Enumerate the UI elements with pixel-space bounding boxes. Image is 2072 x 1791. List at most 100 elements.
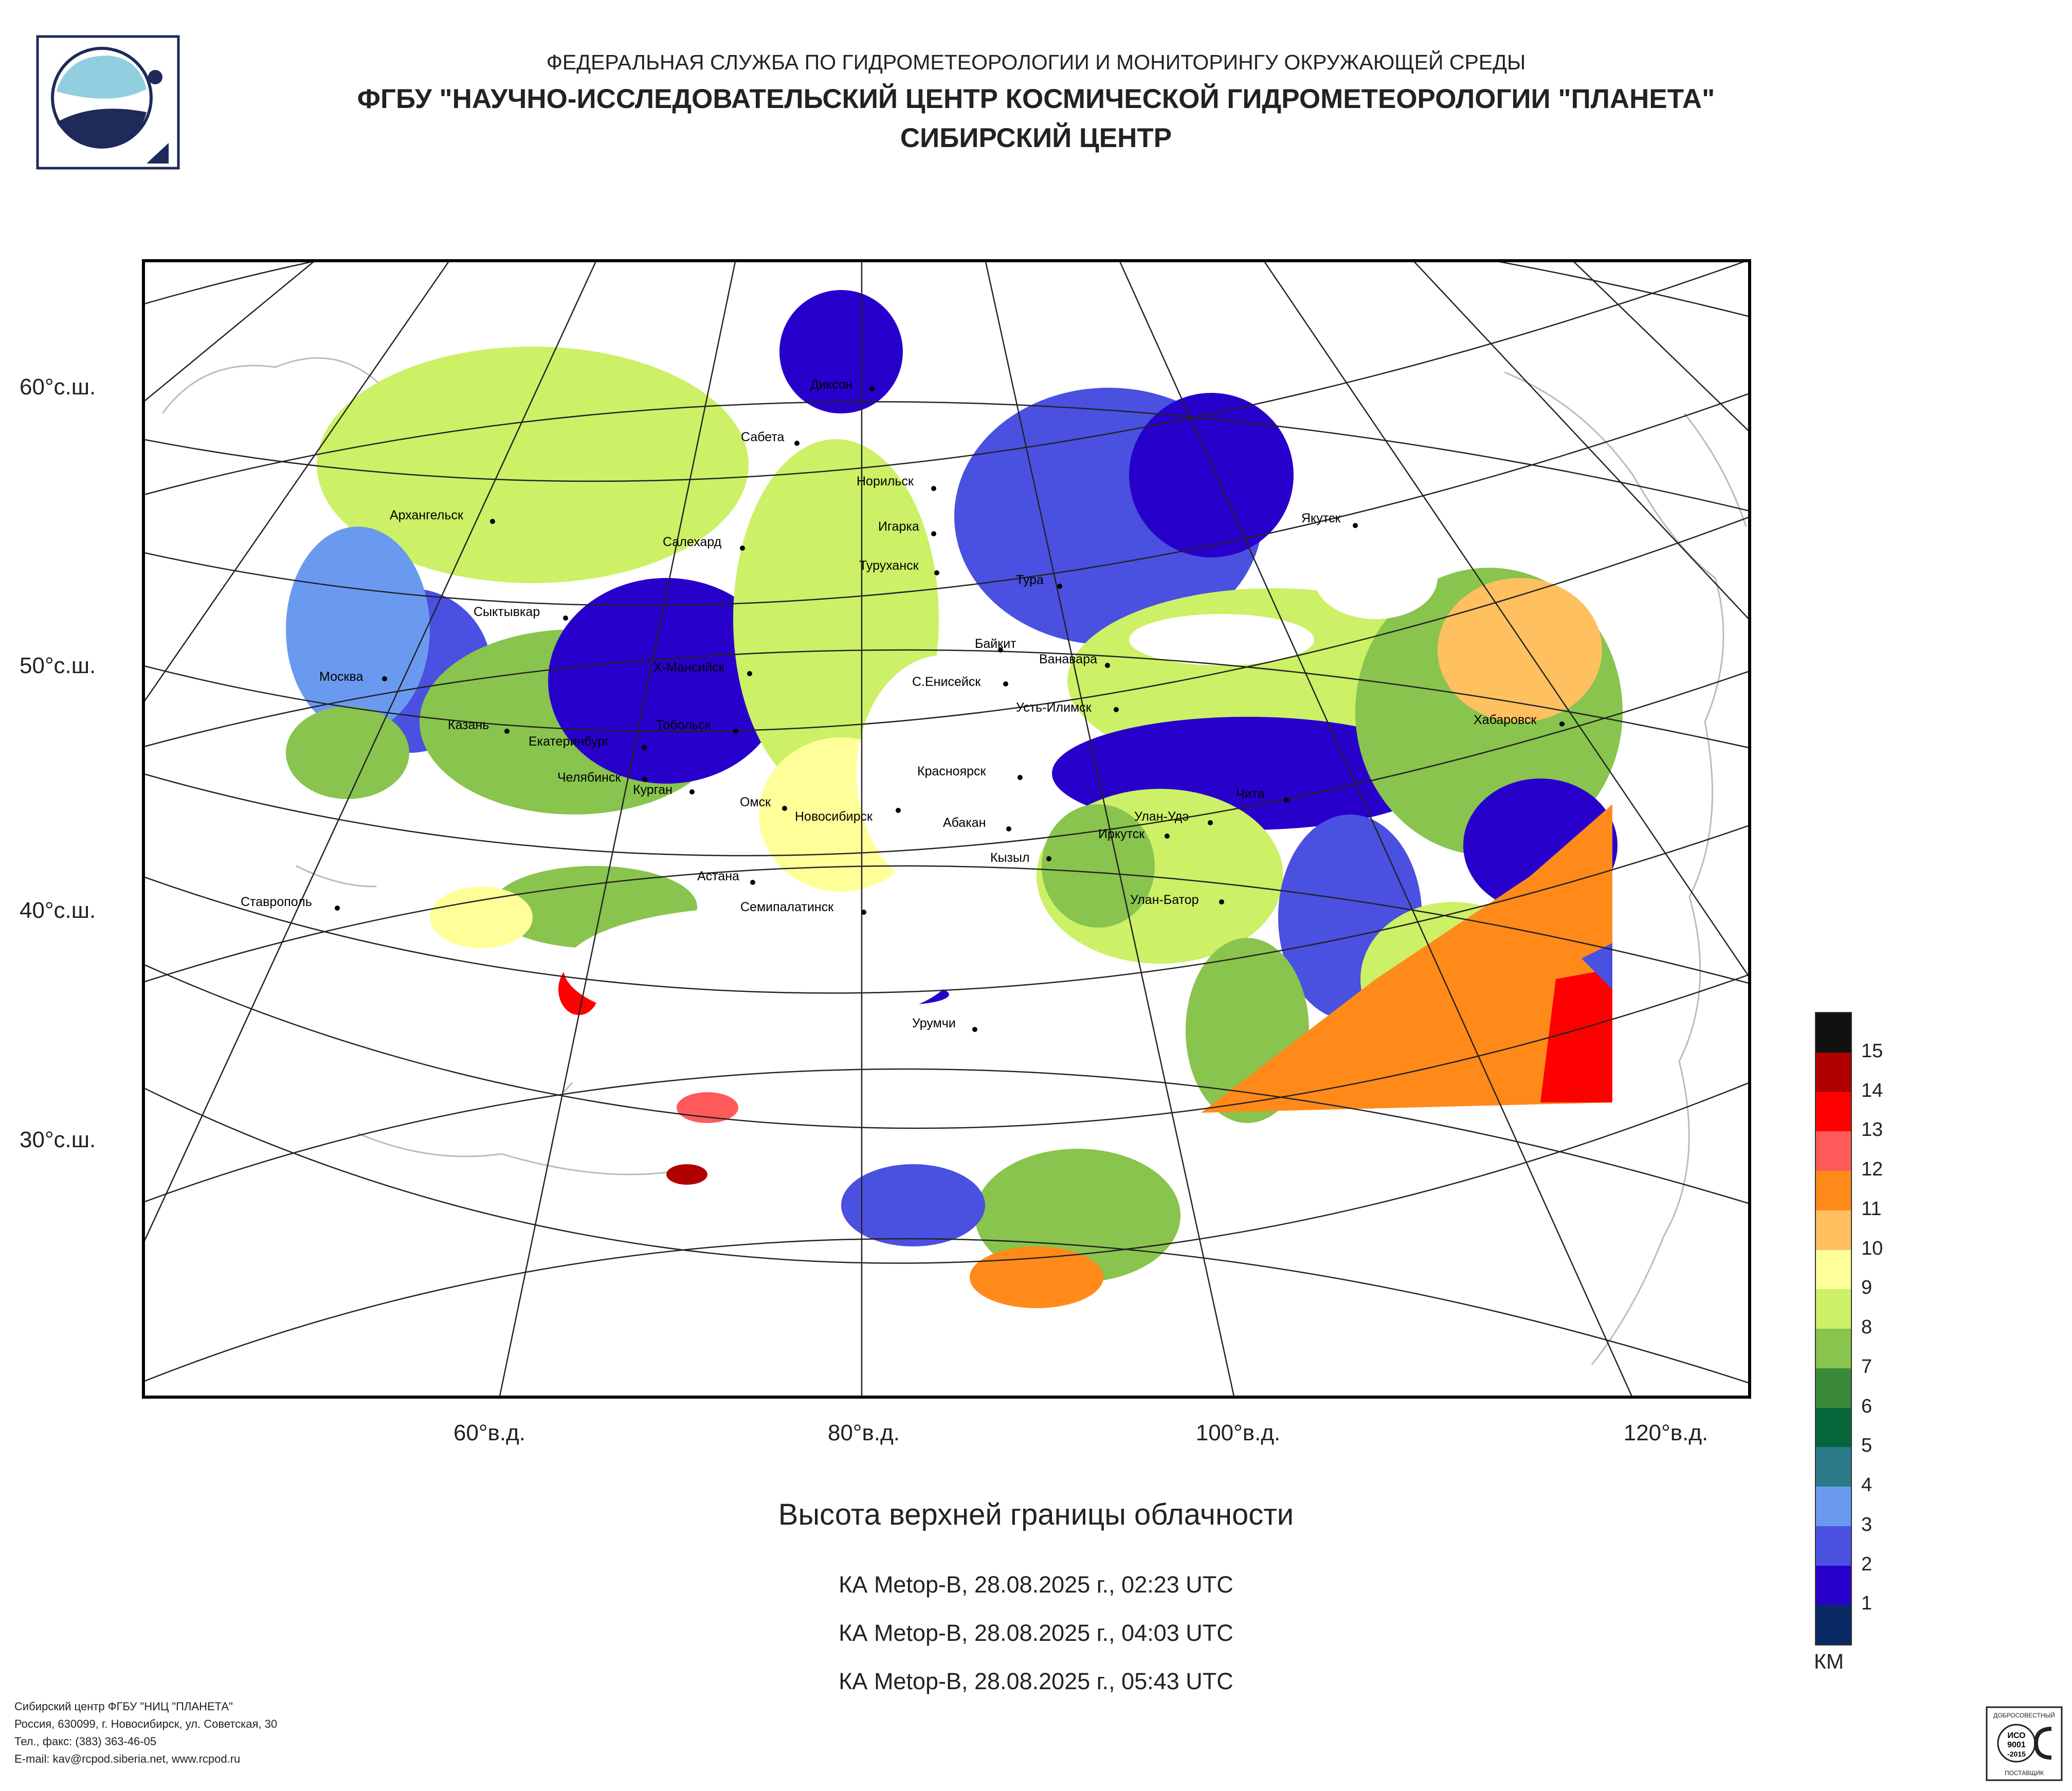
legend-swatch (1816, 1526, 1851, 1566)
legend-level-label: 14 (1861, 1079, 1883, 1101)
legend-swatch (1816, 1605, 1851, 1644)
city-label: Норильск (857, 474, 914, 489)
legend-level-label: 10 (1861, 1237, 1883, 1259)
legend-level-label: 7 (1861, 1355, 1873, 1378)
legend-swatch (1816, 1210, 1851, 1250)
legend-level-label: 13 (1861, 1119, 1883, 1141)
lon-label-120: 120°в.д. (1623, 1420, 1709, 1445)
legend-swatch (1816, 1368, 1851, 1408)
city-markers (335, 386, 1565, 1032)
city-label: Улан-Батор (1130, 893, 1199, 907)
legend-unit: КМ (1814, 1650, 1844, 1673)
city-label: Кызыл (990, 851, 1030, 865)
legend-swatch (1816, 1447, 1851, 1487)
city-label: Тобольск (656, 718, 711, 732)
city-label: Новосибирск (795, 809, 873, 824)
city-label: Чита (1236, 787, 1265, 801)
cloud-top-map: Диксон Сабета Норильск Архангельск Салех… (142, 259, 1751, 1399)
footer-contacts: Сибирский центр ФГБУ "НИЦ "ПЛАНЕТА" Росс… (14, 1698, 277, 1768)
footer-org: Сибирский центр ФГБУ "НИЦ "ПЛАНЕТА" (14, 1700, 233, 1713)
city-label: Хабаровск (1474, 713, 1537, 727)
legend-swatch (1816, 1487, 1851, 1526)
legend-swatch (1816, 1407, 1851, 1448)
city-label: Игарка (878, 519, 919, 534)
city-label: Курган (633, 783, 673, 797)
institution-line: ФГБУ "НАУЧНО-ИССЛЕДОВАТЕЛЬСКИЙ ЦЕНТР КОС… (357, 84, 1715, 114)
height-legend (1815, 1012, 1852, 1645)
badge-iso: ИСО (2007, 1731, 2025, 1740)
legend-level-label: 11 (1861, 1198, 1882, 1220)
city-label: Якутск (1301, 511, 1341, 526)
legend-level-label: 15 (1861, 1040, 1883, 1062)
satellite-pass-1: КА Metop-B, 28.08.2025 г., 02:23 UTC (839, 1571, 1233, 1598)
legend-level-label: 3 (1861, 1513, 1873, 1535)
legend-swatch (1816, 1013, 1851, 1053)
city-label: Усть-Илимск (1016, 700, 1092, 715)
legend-swatch (1816, 1565, 1851, 1605)
legend-level-label: 1 (1861, 1593, 1873, 1615)
city-label: Челябинск (557, 770, 621, 785)
city-label: Урумчи (912, 1016, 956, 1030)
city-label: Сыктывкар (474, 605, 540, 619)
logo (36, 35, 180, 170)
legend-swatch (1816, 1052, 1851, 1092)
city-label: Семипалатинск (740, 900, 834, 914)
city-label: Красноярск (917, 764, 987, 779)
legend-level-label: 5 (1861, 1435, 1873, 1457)
legend-level-label: 12 (1861, 1159, 1883, 1180)
lon-label-60: 60°в.д. (453, 1420, 526, 1445)
city-label: Ставрополь (241, 895, 312, 909)
city-label: Екатеринбург (529, 734, 609, 749)
lat-label-30: 30°с.ш. (20, 1127, 96, 1152)
badge-9001: 9001 (2007, 1741, 2026, 1749)
city-label: Иркутск (1098, 827, 1145, 841)
cloud-layers (286, 290, 1623, 1308)
legend-swatch (1816, 1131, 1851, 1171)
satellite-pass-3: КА Metop-B, 28.08.2025 г., 05:43 UTC (839, 1668, 1233, 1694)
footer-email: E-mail: kav@rcpod.siberia.net, www.rcpod… (14, 1752, 241, 1765)
legend-color-bar (1815, 1012, 1852, 1645)
satellite-pass-2: КА Metop-B, 28.08.2025 г., 04:03 UTC (839, 1620, 1233, 1646)
legend-swatch (1816, 1289, 1851, 1329)
lon-label-100: 100°в.д. (1195, 1420, 1281, 1445)
agency-line: ФЕДЕРАЛЬНАЯ СЛУЖБА ПО ГИДРОМЕТЕОРОЛОГИИ … (546, 50, 1526, 74)
city-label: Ванавара (1039, 652, 1097, 666)
legend-swatch (1816, 1250, 1851, 1290)
legend-swatch (1816, 1171, 1851, 1210)
city-labels: Диксон Сабета Норильск Архангельск Салех… (241, 377, 1537, 1030)
city-label: Абакан (943, 816, 986, 830)
city-label: Астана (697, 869, 739, 883)
city-label: Туруханск (859, 558, 919, 573)
city-label: Диксон (810, 377, 853, 392)
city-label: Москва (319, 670, 363, 684)
city-label: Сабета (741, 430, 785, 444)
map-title: Высота верхней границы облачности (778, 1498, 1294, 1531)
center-line: СИБИРСКИЙ ЦЕНТР (900, 123, 1172, 153)
city-label: Х-Мансийск (653, 660, 725, 675)
badge-2015: -2015 (2007, 1750, 2026, 1758)
legend-level-label: 8 (1861, 1316, 1873, 1338)
badge-bottom: ПОСТАВЩИК (2005, 1769, 2044, 1777)
city-label: Архангельск (390, 508, 464, 522)
legend-level-label: 9 (1861, 1277, 1873, 1299)
lat-label-60: 60°с.ш. (20, 374, 96, 400)
city-label: Салехард (663, 535, 722, 549)
legend-swatch (1816, 1329, 1851, 1368)
legend-level-label: 2 (1861, 1553, 1873, 1575)
footer-phone: Тел., факс: (383) 363-46-05 (14, 1735, 157, 1748)
lat-label-50: 50°с.ш. (20, 653, 96, 678)
legend-level-label: 6 (1861, 1395, 1873, 1417)
legend-level-label: 4 (1861, 1474, 1873, 1496)
city-label: Тура (1016, 573, 1044, 587)
legend-swatch (1816, 1092, 1851, 1132)
city-label: Байкит (975, 637, 1016, 651)
city-label: Казань (448, 718, 489, 732)
lon-label-80: 80°в.д. (827, 1420, 900, 1445)
city-label: С.Енисейск (912, 675, 981, 689)
map-frame (142, 259, 1751, 1399)
badge-top: ДОБРОСОВЕСТНЫЙ (1993, 1711, 2055, 1719)
iso-certificate-badge: ДОБРОСОВЕСТНЫЙ ИСО 9001 -2015 ПОСТАВЩИК (1986, 1706, 2063, 1781)
footer-address: Россия, 630099, г. Новосибирск, ул. Сове… (14, 1717, 278, 1730)
city-label: Омск (740, 795, 771, 809)
lat-label-40: 40°с.ш. (20, 898, 96, 923)
